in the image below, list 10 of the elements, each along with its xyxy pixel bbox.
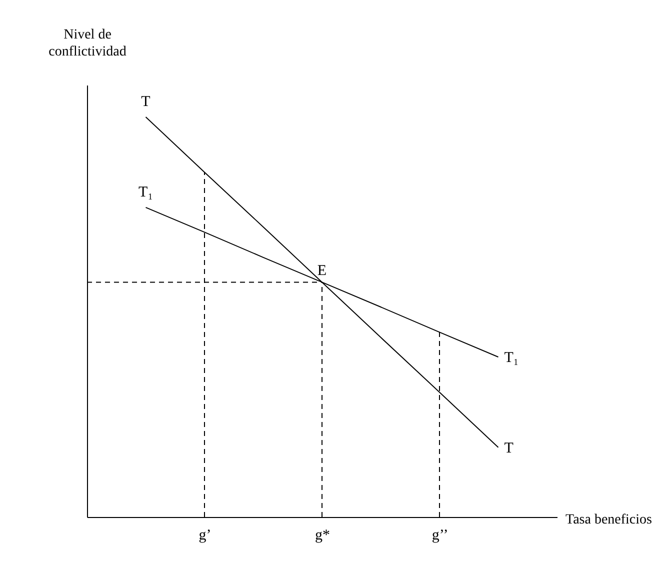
y-axis-title: Nivel de conflictividad [48,28,126,60]
text: T₁ [138,184,153,200]
series-label: T [504,440,514,456]
x-axis-title: Tasa beneficios [566,512,652,528]
text: T [141,94,150,110]
x-tick-label: g* [315,528,330,544]
annotation: E [317,263,327,280]
series-label: T₁ [504,350,519,366]
x-tick-label: g’ [198,528,212,544]
x-tick-label: g’’ [432,528,448,544]
